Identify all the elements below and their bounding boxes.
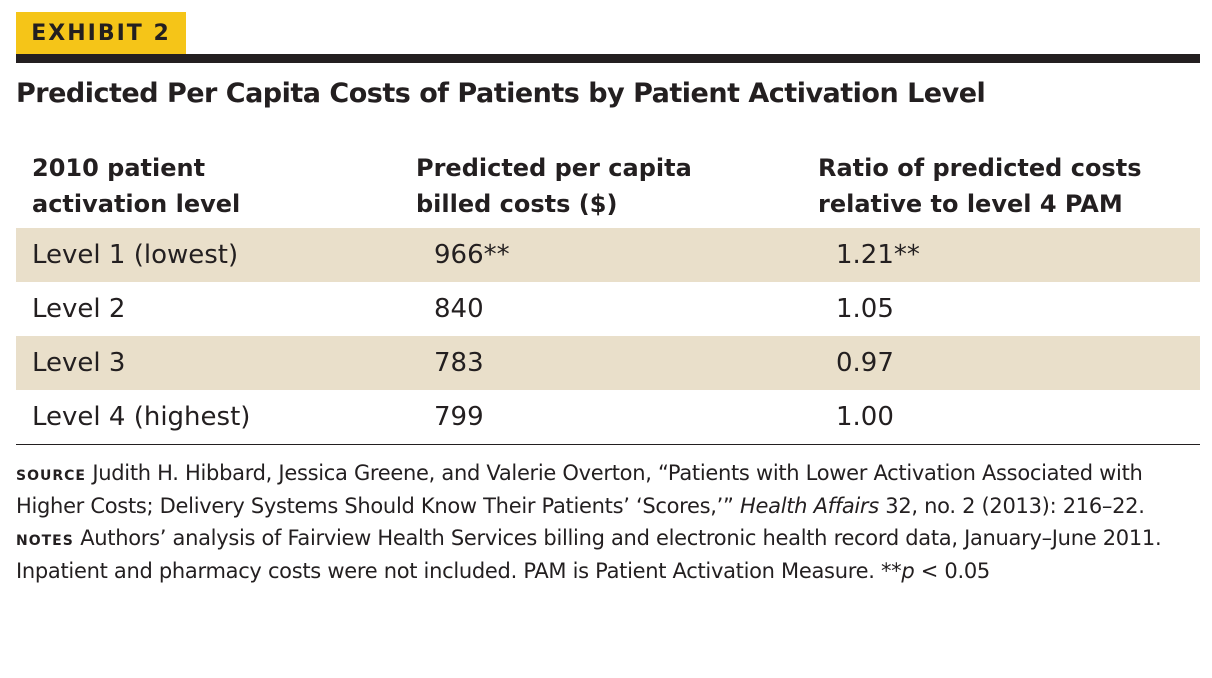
column-header-line: 2010 patient (32, 154, 206, 182)
table-row: Level 1 (lowest) 966** 1.21** (16, 228, 1200, 282)
source-text: Judith H. Hibbard, Jessica Greene, and V… (16, 461, 1143, 518)
column-header-line: relative to level 4 PAM (818, 190, 1123, 218)
column-header-line: billed costs ($) (416, 190, 618, 218)
table-bottom-rule (16, 444, 1200, 445)
chart-title: Predicted Per Capita Costs of Patients b… (16, 78, 986, 109)
source-citation: 32, no. 2 (2013): 216–22. (885, 493, 1145, 518)
table-row: Level 3 783 0.97 (16, 336, 1200, 390)
top-rule (16, 54, 1200, 63)
notes-tail: < 0.05 (914, 558, 991, 583)
table-body: Level 1 (lowest) 966** 1.21** Level 2 840 1.0… (16, 228, 1200, 444)
column-header-line: activation level (32, 190, 241, 218)
source-label: SOURCE (16, 461, 86, 485)
column-header-ratio: Ratio of predicted costs relative to lev… (818, 150, 1198, 222)
table-header: 2010 patient activation level Predicted … (16, 150, 1200, 228)
cell-activation-level: Level 2 (32, 294, 126, 324)
notes-label: NOTES (16, 526, 74, 550)
source-journal: Health Affairs (740, 493, 879, 518)
cell-ratio: 1.21** (836, 240, 920, 270)
cell-ratio: 1.05 (836, 294, 894, 324)
table-row: Level 2 840 1.05 (16, 282, 1200, 336)
footnote: SOURCE Judith H. Hibbard, Jessica Greene… (16, 457, 1206, 587)
cell-activation-level: Level 3 (32, 348, 126, 378)
cell-predicted-cost: 840 (434, 294, 484, 324)
cell-predicted-cost: 783 (434, 348, 484, 378)
table-row: Level 4 (highest) 799 1.00 (16, 390, 1200, 444)
notes-p-value-symbol: p (901, 558, 915, 583)
exhibit-label: EXHIBIT 2 (16, 12, 186, 54)
cell-ratio: 1.00 (836, 402, 894, 432)
column-header-predicted-cost: Predicted per capita billed costs ($) (416, 150, 796, 222)
column-header-line: Predicted per capita (416, 154, 692, 182)
data-table: 2010 patient activation level Predicted … (16, 150, 1200, 445)
cell-predicted-cost: 799 (434, 402, 484, 432)
cell-activation-level: Level 1 (lowest) (32, 240, 239, 270)
notes-text: Authors’ analysis of Fairview Health Ser… (16, 526, 1162, 583)
cell-predicted-cost: 966** (434, 240, 510, 270)
column-header-line: Ratio of predicted costs (818, 154, 1142, 182)
column-header-activation-level: 2010 patient activation level (32, 150, 392, 222)
cell-activation-level: Level 4 (highest) (32, 402, 251, 432)
cell-ratio: 0.97 (836, 348, 894, 378)
